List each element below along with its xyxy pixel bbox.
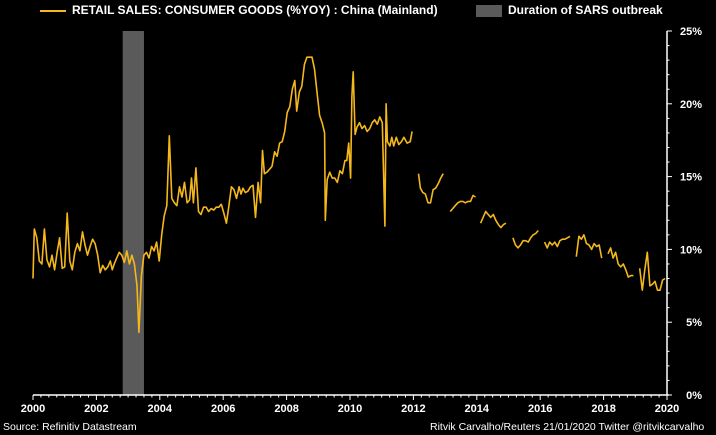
sars-shaded-bar (122, 31, 144, 395)
x-tick-label: 2012 (401, 403, 425, 415)
x-tick-label: 2010 (338, 403, 362, 415)
shaded-region-layer (122, 31, 144, 395)
source-note: Source: Refinitiv Datastream (3, 421, 137, 433)
legend-series-label: RETAIL SALES: CONSUMER GOODS (%YOY) : Ch… (72, 3, 438, 17)
legend-shade-swatch (476, 4, 502, 17)
series-line-segment (543, 235, 571, 249)
x-tick-label: 2002 (84, 403, 108, 415)
series-line-segment (449, 194, 476, 213)
legend-shade: Duration of SARS outbreak (476, 3, 663, 17)
series-line-segment (607, 247, 634, 278)
y-tick-label: 10% (680, 244, 702, 256)
x-tick-label: 2008 (274, 403, 298, 415)
legend-shade-label: Duration of SARS outbreak (508, 3, 663, 17)
series-line-segment (479, 210, 507, 229)
x-tick-label: 2016 (528, 403, 552, 415)
credit-note: Ritvik Carvalho/Reuters 21/01/2020 Twitt… (430, 421, 705, 433)
legend-series: RETAIL SALES: CONSUMER GOODS (%YOY) : Ch… (40, 3, 438, 17)
y-tick-label: 0% (686, 390, 702, 402)
y-tick-label: 15% (680, 172, 702, 184)
series-line-segment (417, 173, 444, 204)
series-line-layer (32, 56, 666, 334)
series-line-segment (512, 229, 539, 249)
y-tick-label: 20% (680, 99, 702, 111)
series-line-segment (32, 56, 413, 334)
x-tick-label: 2006 (211, 403, 235, 415)
x-tick-label: 2014 (465, 403, 490, 415)
x-tick-label: 2004 (148, 403, 173, 415)
y-tick-label: 25% (680, 26, 702, 38)
x-tick-label: 2000 (21, 403, 45, 415)
axes-layer: 2000 2002 2004 2006 2008 2010 2012 2014 2016 2018… (21, 26, 702, 415)
series-line-segment (638, 251, 666, 292)
series-line-segment (575, 234, 603, 259)
x-tick-label: 2020 (655, 403, 679, 415)
legend-series-swatch (40, 9, 66, 12)
x-tick-label: 2018 (591, 403, 615, 415)
y-tick-label: 5% (686, 317, 702, 329)
